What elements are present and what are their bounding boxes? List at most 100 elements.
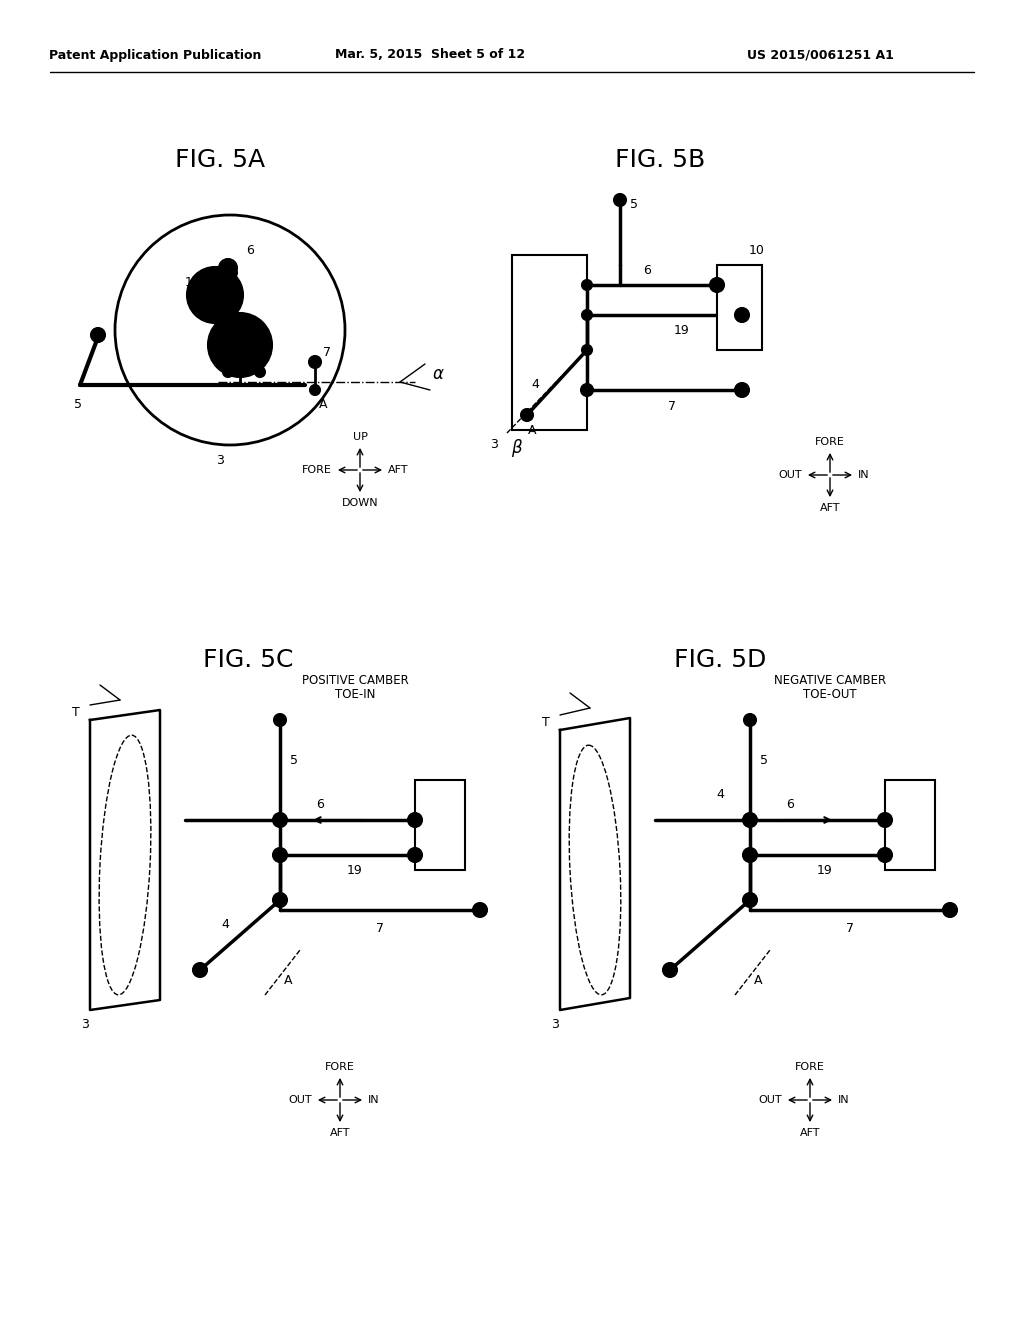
Text: 3: 3 (216, 454, 224, 466)
Text: DOWN: DOWN (342, 498, 378, 508)
Text: FIG. 5A: FIG. 5A (175, 148, 265, 172)
Bar (415, 780, 465, 870)
Text: 4: 4 (531, 379, 539, 392)
Text: 5: 5 (290, 754, 298, 767)
Text: OUT: OUT (289, 1096, 312, 1105)
Bar (885, 780, 935, 870)
Text: 19: 19 (817, 865, 833, 878)
Text: Mar. 5, 2015  Sheet 5 of 12: Mar. 5, 2015 Sheet 5 of 12 (335, 49, 525, 62)
Circle shape (219, 259, 237, 277)
Circle shape (223, 367, 233, 378)
Text: 6: 6 (643, 264, 651, 277)
Text: A: A (318, 399, 328, 412)
Text: FORE: FORE (815, 437, 845, 447)
Text: $\beta$: $\beta$ (511, 437, 523, 459)
Text: UP: UP (352, 432, 368, 442)
Text: 5: 5 (630, 198, 638, 211)
Text: 5: 5 (74, 399, 82, 412)
Circle shape (91, 327, 105, 342)
Text: 4: 4 (221, 919, 229, 932)
Circle shape (408, 813, 422, 828)
Circle shape (735, 308, 749, 322)
Text: NEGATIVE CAMBER: NEGATIVE CAMBER (774, 673, 886, 686)
Text: 10: 10 (185, 276, 201, 289)
Text: 4: 4 (208, 334, 216, 346)
Text: 7: 7 (323, 346, 331, 359)
Circle shape (743, 847, 757, 862)
Circle shape (274, 714, 286, 726)
Text: IN: IN (858, 470, 869, 480)
Circle shape (309, 356, 321, 368)
Circle shape (743, 813, 757, 828)
Text: 7: 7 (846, 921, 854, 935)
Circle shape (582, 310, 592, 319)
Circle shape (208, 313, 272, 378)
Text: FORE: FORE (302, 465, 332, 475)
Circle shape (187, 267, 243, 323)
Text: OUT: OUT (759, 1096, 782, 1105)
Text: A: A (527, 424, 537, 437)
Text: 5: 5 (760, 754, 768, 767)
Polygon shape (560, 718, 630, 1010)
Circle shape (582, 280, 592, 290)
Bar (512, 255, 587, 430)
Text: AFT: AFT (800, 1129, 820, 1138)
Circle shape (408, 847, 422, 862)
Circle shape (878, 847, 892, 862)
Circle shape (273, 813, 287, 828)
Circle shape (878, 813, 892, 828)
Circle shape (582, 345, 592, 355)
Circle shape (743, 894, 757, 907)
Text: Patent Application Publication: Patent Application Publication (49, 49, 261, 62)
Text: T: T (543, 715, 550, 729)
Text: 4: 4 (716, 788, 724, 801)
Text: POSITIVE CAMBER: POSITIVE CAMBER (302, 673, 409, 686)
Circle shape (710, 279, 724, 292)
Text: AFT: AFT (820, 503, 841, 513)
Circle shape (735, 383, 749, 397)
Text: 3: 3 (81, 1019, 89, 1031)
Text: 6: 6 (316, 799, 324, 812)
Text: 3: 3 (490, 438, 498, 451)
Bar (717, 265, 762, 350)
Circle shape (943, 903, 957, 917)
Text: OUT: OUT (778, 470, 802, 480)
Circle shape (744, 714, 756, 726)
Text: IN: IN (368, 1096, 380, 1105)
Text: TOE-OUT: TOE-OUT (803, 688, 857, 701)
Text: IN: IN (838, 1096, 850, 1105)
Circle shape (229, 269, 237, 277)
Text: FIG. 5C: FIG. 5C (203, 648, 293, 672)
Circle shape (521, 409, 534, 421)
Circle shape (273, 894, 287, 907)
Text: 10: 10 (750, 243, 765, 256)
Circle shape (193, 964, 207, 977)
Text: US 2015/0061251 A1: US 2015/0061251 A1 (746, 49, 893, 62)
Text: FIG. 5B: FIG. 5B (614, 148, 706, 172)
Circle shape (473, 903, 487, 917)
Text: 6: 6 (246, 243, 254, 256)
Circle shape (581, 384, 593, 396)
Text: 3: 3 (551, 1019, 559, 1031)
Circle shape (222, 272, 230, 280)
Polygon shape (90, 710, 160, 1010)
Text: A: A (284, 974, 292, 986)
Text: FORE: FORE (795, 1063, 825, 1072)
Text: A: A (754, 974, 762, 986)
Text: 6: 6 (786, 799, 794, 812)
Circle shape (614, 194, 626, 206)
Text: AFT: AFT (330, 1129, 350, 1138)
Text: FIG. 5D: FIG. 5D (674, 648, 766, 672)
Text: 7: 7 (668, 400, 676, 412)
Text: T: T (73, 705, 80, 718)
Text: $\alpha$: $\alpha$ (432, 366, 444, 383)
Circle shape (255, 367, 265, 378)
Circle shape (663, 964, 677, 977)
Circle shape (273, 847, 287, 862)
Circle shape (310, 385, 319, 395)
Text: TOE-IN: TOE-IN (335, 688, 375, 701)
Text: 19: 19 (347, 865, 362, 878)
Text: AFT: AFT (388, 465, 409, 475)
Text: 7: 7 (376, 921, 384, 935)
Text: FORE: FORE (325, 1063, 355, 1072)
